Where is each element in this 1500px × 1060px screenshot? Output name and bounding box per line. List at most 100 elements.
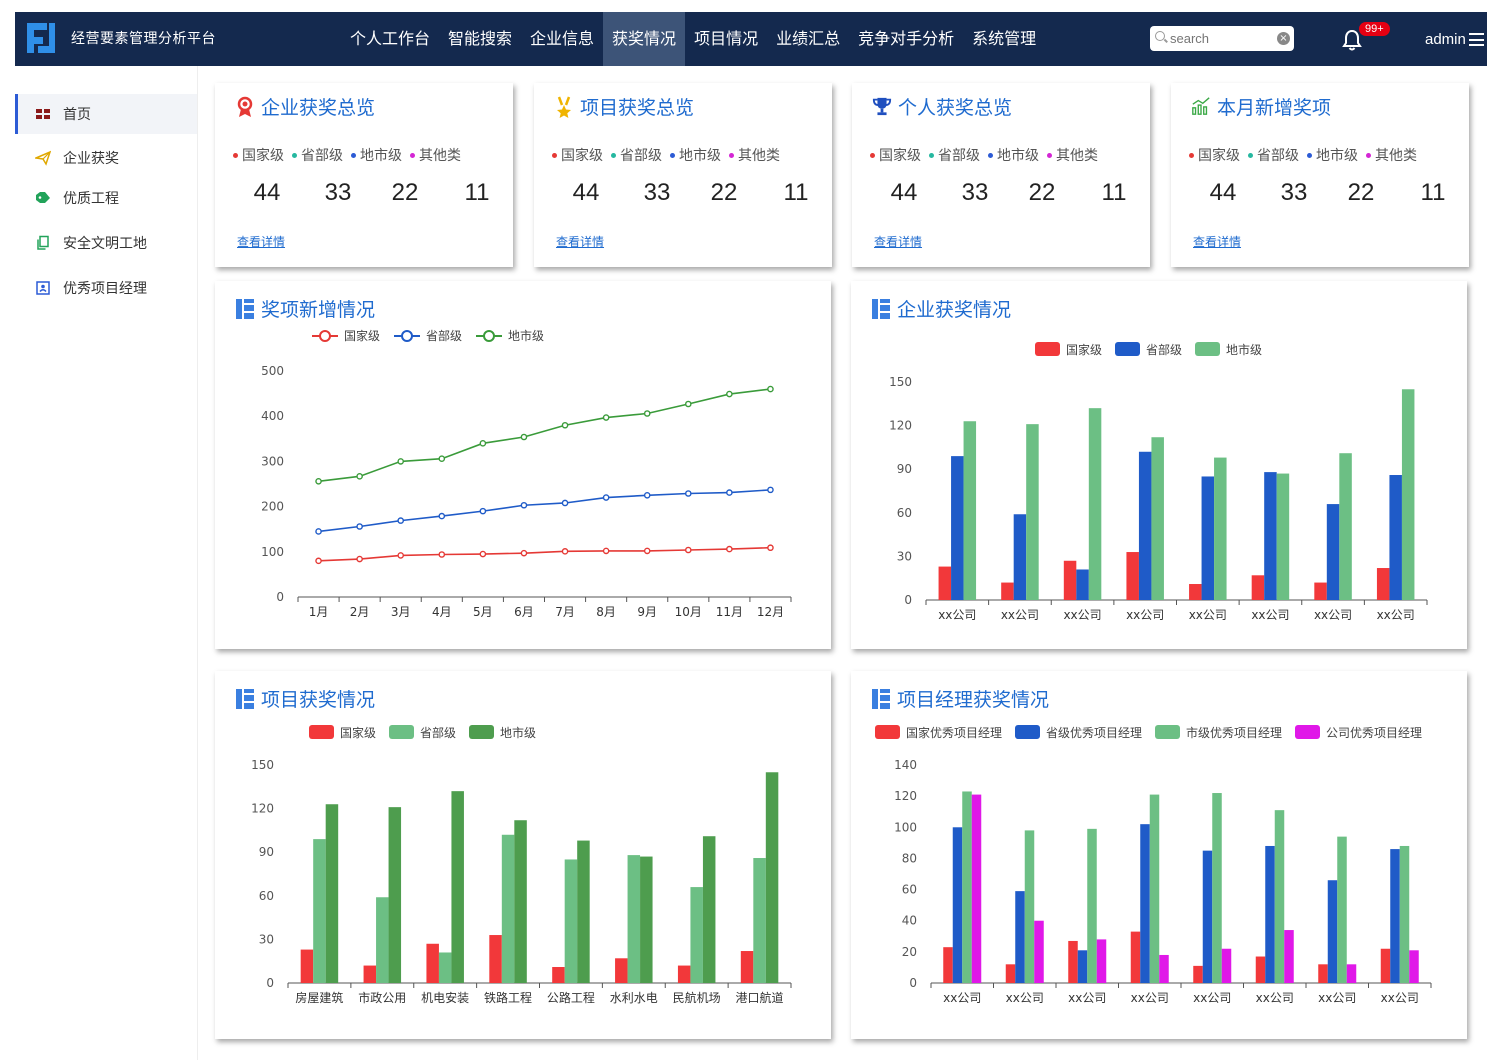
x-tick-label: xx公司	[1314, 608, 1352, 622]
sidebar-item-4[interactable]: 优秀项目经理	[15, 268, 197, 308]
bar	[1399, 845, 1410, 983]
legend-item: 国家级	[552, 145, 603, 165]
legend-label: 省部级	[1146, 342, 1182, 357]
trophy-icon	[872, 96, 892, 118]
series-line	[318, 489, 771, 533]
nav-item-7[interactable]: 系统管理	[972, 29, 1037, 48]
data-point	[726, 489, 733, 496]
nav-item-2[interactable]: 企业信息	[530, 29, 595, 48]
data-point	[397, 517, 405, 524]
bar	[1214, 457, 1227, 600]
legend-dot	[870, 152, 875, 158]
legend-label: 国家级	[561, 148, 603, 164]
bar	[1337, 836, 1347, 983]
bar	[1034, 920, 1044, 983]
data-point	[356, 473, 363, 480]
bar	[1409, 950, 1419, 983]
legend-label: 市级优秀项目经理	[1186, 725, 1282, 740]
bar	[313, 839, 326, 983]
sidebar-item-0[interactable]: 首页	[15, 94, 197, 134]
bar	[1140, 824, 1150, 983]
legend-label: 省部级	[301, 148, 343, 164]
legend-item: 省部级	[611, 145, 662, 165]
bar	[765, 772, 779, 983]
clear-icon[interactable]: ×	[1277, 32, 1290, 45]
view-details-link[interactable]: 查看详情	[1193, 235, 1242, 249]
data-point	[479, 507, 487, 515]
data-point	[438, 512, 446, 520]
data-point	[520, 433, 528, 441]
y-tick-label: 140	[894, 758, 917, 772]
legend-label: 省部级	[420, 725, 456, 740]
bar	[1149, 794, 1160, 983]
summary-value: 33	[324, 179, 352, 206]
nav-item-5[interactable]: 业绩汇总	[776, 29, 841, 48]
nav-item-4[interactable]: 项目情况	[694, 29, 759, 48]
x-tick-label: xx公司	[1126, 608, 1164, 622]
nav-item-6[interactable]: 竞争对手分析	[858, 29, 955, 48]
bar	[1265, 845, 1275, 983]
bell-icon[interactable]	[1341, 28, 1363, 52]
legend-bar-swatch	[389, 725, 414, 739]
sidebar-item-3[interactable]: 安全文明工地	[15, 223, 197, 263]
bar	[1096, 939, 1107, 983]
view-details-link[interactable]: 查看详情	[237, 235, 286, 249]
summary-value: 44	[253, 179, 281, 206]
x-tick-label: 公路工程	[547, 990, 595, 1005]
legend-item: 其他类	[1366, 145, 1417, 165]
panel-layout-icon	[871, 298, 891, 320]
summary-card-1: 项目获奖总览 国家级 省部级 地市级 其他类 44 33 22 11 查看详情	[534, 83, 832, 267]
data-point	[767, 486, 774, 494]
summary-value: 33	[961, 179, 989, 206]
nav-item-1[interactable]: 智能搜索	[448, 29, 513, 48]
sidebar-item-label: 首页	[63, 107, 91, 123]
bar	[1013, 514, 1027, 600]
x-tick-label: 11月	[716, 605, 743, 619]
view-details-link[interactable]: 查看详情	[874, 235, 923, 249]
data-point	[643, 410, 651, 417]
legend-bar-swatch	[1155, 725, 1180, 739]
bar	[963, 421, 977, 600]
bar	[1005, 964, 1016, 983]
bar	[1274, 810, 1285, 983]
x-tick-label: 2月	[350, 605, 370, 619]
sidebar-item-2[interactable]: 优质工程	[15, 178, 197, 218]
legend-item: 省部级	[929, 145, 980, 165]
data-point	[643, 547, 651, 555]
summary-legend: 国家级 省部级 地市级 其他类	[233, 145, 469, 165]
bar	[388, 807, 402, 983]
nav-item-3[interactable]: 获奖情况	[603, 12, 686, 66]
data-point	[479, 440, 487, 447]
bar	[376, 897, 389, 983]
bar	[1088, 408, 1102, 600]
bar	[1130, 931, 1141, 983]
search-box[interactable]: ×	[1150, 26, 1294, 51]
bar	[1326, 504, 1340, 600]
user-name[interactable]: admin	[1425, 31, 1466, 48]
legend-label: 省级优秀项目经理	[1046, 726, 1142, 740]
search-input[interactable]	[1170, 28, 1274, 49]
legend-dot	[1366, 152, 1371, 158]
legend-label: 地市级	[997, 148, 1039, 164]
bar	[938, 566, 952, 600]
summary-card-title: 本月新增奖项	[1217, 97, 1332, 119]
bar	[426, 943, 439, 983]
view-details-link[interactable]: 查看详情	[556, 235, 605, 249]
hamburger-menu-icon[interactable]	[1469, 33, 1484, 46]
bar	[1221, 948, 1232, 983]
bar	[971, 794, 982, 983]
y-tick-label: 500	[261, 364, 284, 378]
sidebar-item-1[interactable]: 企业获奖	[15, 138, 197, 178]
summary-value: 11	[1420, 179, 1446, 206]
bar	[1284, 930, 1294, 983]
panel-layout-icon	[871, 688, 891, 710]
sidebar-item-label: 优秀项目经理	[63, 281, 147, 297]
legend-item: 国家级	[870, 145, 921, 165]
legend-label: 国家级	[879, 148, 921, 164]
medal-icon	[554, 96, 574, 118]
bar	[943, 947, 953, 983]
nav-item-0[interactable]: 个人工作台	[350, 29, 431, 48]
summary-value: 33	[643, 179, 671, 206]
paper-plane-icon	[33, 150, 52, 166]
data-point	[684, 546, 692, 554]
